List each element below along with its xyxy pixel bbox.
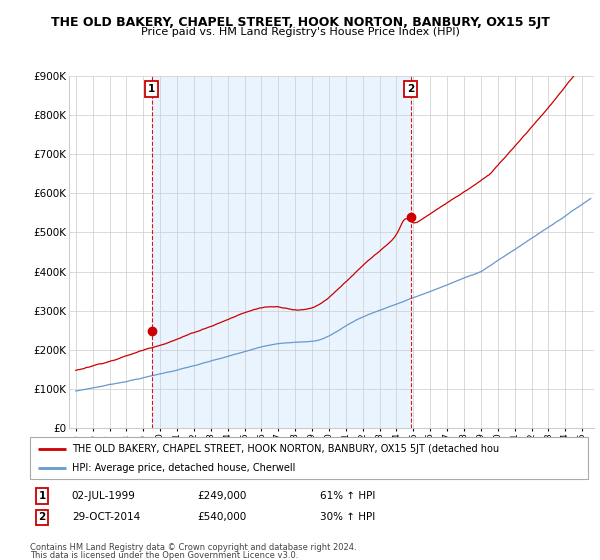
Text: This data is licensed under the Open Government Licence v3.0.: This data is licensed under the Open Gov… [30, 551, 298, 560]
Text: £249,000: £249,000 [197, 491, 247, 501]
Text: 02-JUL-1999: 02-JUL-1999 [72, 491, 136, 501]
Text: Price paid vs. HM Land Registry's House Price Index (HPI): Price paid vs. HM Land Registry's House … [140, 27, 460, 37]
Text: 2: 2 [407, 85, 414, 94]
Text: THE OLD BAKERY, CHAPEL STREET, HOOK NORTON, BANBURY, OX15 5JT: THE OLD BAKERY, CHAPEL STREET, HOOK NORT… [50, 16, 550, 29]
Text: 2: 2 [38, 512, 46, 522]
Text: 1: 1 [38, 491, 46, 501]
Bar [152, 76, 410, 428]
Text: 29-OCT-2014: 29-OCT-2014 [72, 512, 140, 522]
Text: 1: 1 [148, 85, 155, 94]
Text: £540,000: £540,000 [197, 512, 247, 522]
Text: Contains HM Land Registry data © Crown copyright and database right 2024.: Contains HM Land Registry data © Crown c… [30, 543, 356, 552]
FancyBboxPatch shape [30, 437, 588, 479]
Text: HPI: Average price, detached house, Cherwell: HPI: Average price, detached house, Cher… [72, 463, 295, 473]
Text: 30% ↑ HPI: 30% ↑ HPI [320, 512, 376, 522]
Text: 61% ↑ HPI: 61% ↑ HPI [320, 491, 376, 501]
Text: THE OLD BAKERY, CHAPEL STREET, HOOK NORTON, BANBURY, OX15 5JT (detached hou: THE OLD BAKERY, CHAPEL STREET, HOOK NORT… [72, 444, 499, 454]
